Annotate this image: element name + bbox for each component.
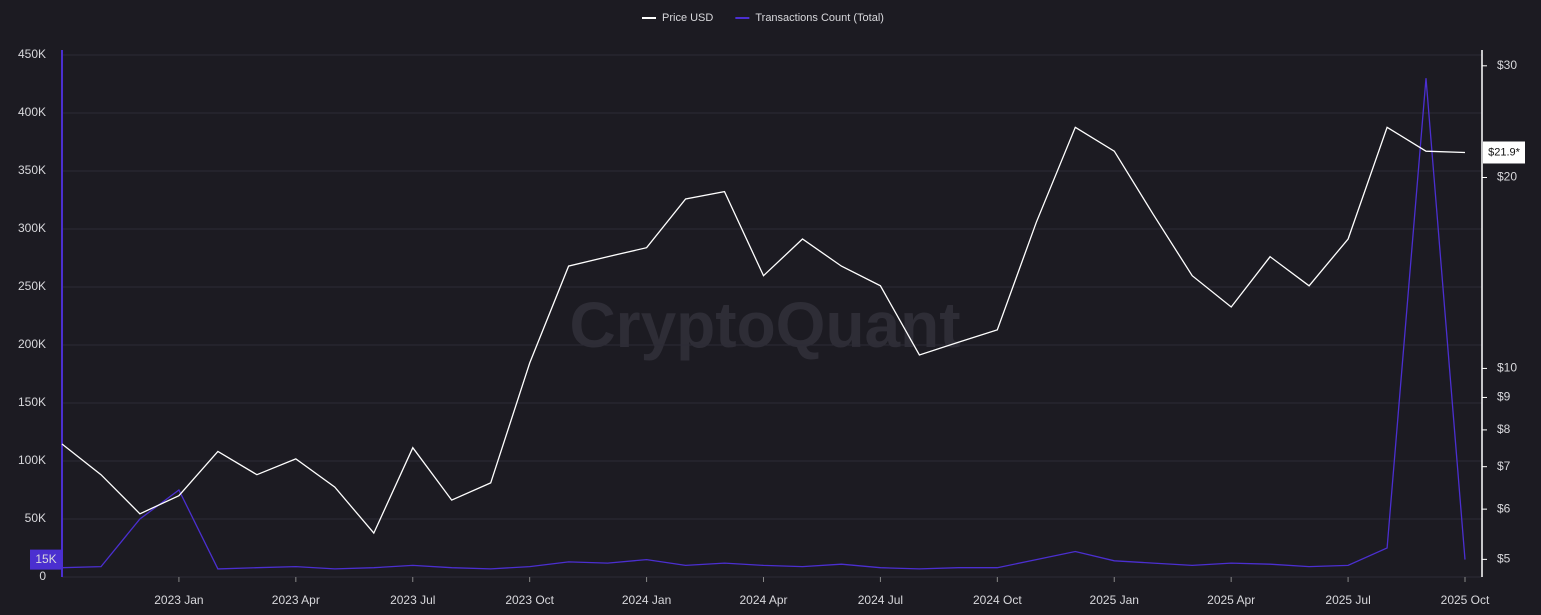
x-tick-label: 2025 Jul — [1325, 593, 1370, 607]
y2-tick-label: $30 — [1497, 58, 1517, 72]
x-tick-label: 2023 Jan — [154, 593, 203, 607]
y-tick-label: 100K — [18, 453, 46, 467]
y-tick-label: 50K — [25, 511, 46, 525]
y2-tick-label: $7 — [1497, 459, 1511, 473]
y2-marker-box — [1483, 141, 1525, 164]
y2-tick-label: $20 — [1497, 170, 1517, 184]
x-tick-label: 2023 Jul — [390, 593, 435, 607]
legend-label: Price USD — [662, 12, 713, 24]
y-marker-box — [30, 549, 62, 570]
x-tick-label: 2023 Apr — [272, 593, 320, 607]
y2-tick-label: $9 — [1497, 390, 1511, 404]
y2-tick-label: $10 — [1497, 361, 1517, 375]
y-tick-label: 0 — [39, 569, 46, 583]
x-tick-label: 2023 Oct — [505, 593, 554, 607]
y-tick-label: 150K — [18, 395, 46, 409]
y2-tick-label: $8 — [1497, 422, 1511, 436]
y-tick-label: 200K — [18, 337, 46, 351]
y-tick-label: 400K — [18, 105, 46, 119]
x-tick-label: 2025 Apr — [1207, 593, 1255, 607]
y-tick-label: 450K — [18, 47, 46, 61]
y2-tick-label: $6 — [1497, 501, 1511, 515]
series-line — [61, 126, 1466, 535]
watermark: CryptoQuant — [569, 289, 960, 361]
x-tick-label: 2025 Jan — [1090, 593, 1139, 607]
x-tick-label: 2024 Jan — [622, 593, 671, 607]
legend-label: Transactions Count (Total) — [755, 12, 884, 24]
y-tick-label: 300K — [18, 221, 46, 235]
x-tick-label: 2024 Jul — [858, 593, 903, 607]
y-marker-label: 15K — [35, 552, 56, 566]
x-tick-label: 2024 Apr — [739, 593, 787, 607]
series-line — [61, 78, 1466, 570]
y2-marker-label: $21.9* — [1488, 146, 1521, 158]
y-tick-label: 250K — [18, 279, 46, 293]
y-tick-label: 350K — [18, 163, 46, 177]
x-tick-label: 2025 Oct — [1441, 593, 1490, 607]
x-tick-label: 2024 Oct — [973, 593, 1022, 607]
y2-tick-label: $5 — [1497, 552, 1511, 566]
